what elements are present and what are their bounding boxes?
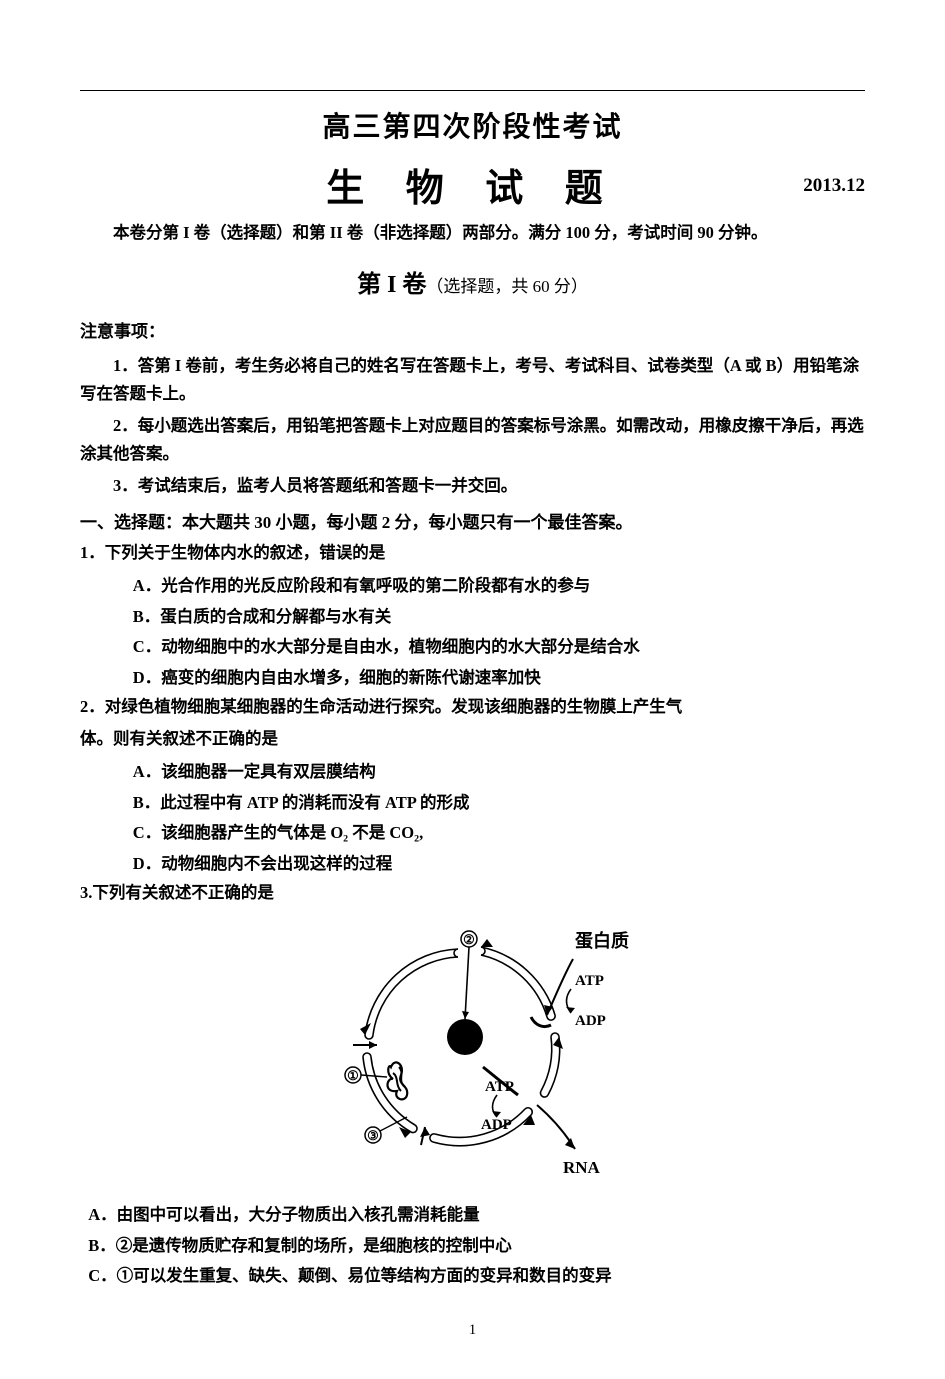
marker-1: ① [347, 1068, 359, 1083]
part-name: 第 I 卷 [357, 272, 426, 298]
notice-item-1: 1．答第 I 卷前，考生务必将自己的姓名写在答题卡上，考号、考试科目、试卷类型（… [80, 352, 865, 408]
q1-stem: 1．下列关于生物体内水的叙述，错误的是 [80, 539, 865, 567]
page-number: 1 [80, 1322, 865, 1339]
q3-option-b: B．②是遗传物质贮存和复制的场所，是细胞核的控制中心 [80, 1231, 865, 1262]
q2-option-d: D．动物细胞内不会出现这样的过程 [80, 849, 865, 880]
q1-option-b: B．蛋白质的合成和分解都与水有关 [80, 602, 865, 633]
q2-option-a: A．该细胞器一定具有双层膜结构 [80, 757, 865, 788]
protein-label: 蛋白质 [575, 930, 629, 951]
part-desc: （选择题，共 60 分） [426, 277, 588, 296]
q1-option-c: C．动物细胞中的水大部分是自由水，植物细胞内的水大部分是结合水 [80, 632, 865, 663]
marker-3: ③ [367, 1128, 379, 1143]
exam-title: 高三第四次阶段性考试 [80, 105, 865, 145]
q1-option-a: A．光合作用的光反应阶段和有氧呼吸的第二阶段都有水的参与 [80, 571, 865, 602]
q2-option-c: C．该细胞器产生的气体是 O₂ 不是 CO₂, [80, 818, 865, 849]
adp-label-low: ADP [481, 1117, 512, 1133]
q2-stem: 2．对绿色植物细胞某细胞器的生命活动进行探究。发现该细胞器的生物膜上产生气 [80, 693, 865, 721]
atp-label-top: ATP [575, 973, 604, 989]
exam-date: 2013.12 [803, 175, 865, 197]
q1-option-d: D．癌变的细胞内自由水增多，细胞的新陈代谢速率加快 [80, 663, 865, 694]
nucleus-diagram: ② ① ③ 蛋白质 ATP ADP RNA ATP ADP [313, 917, 633, 1182]
atp-label-low: ATP [485, 1079, 514, 1095]
section-header: 一、选择题：本大题共 30 小题，每小题 2 分，每小题只有一个最佳答案。 [80, 508, 865, 533]
q3-stem: 3.下列有关叙述不正确的是 [80, 879, 865, 907]
nucleolus [447, 1019, 483, 1055]
part-header: 第 I 卷（选择题，共 60 分） [80, 264, 865, 299]
notice-item-2: 2．每小题选出答案后，用铅笔把答题卡上对应题目的答案标号涂黑。如需改动，用橡皮擦… [80, 412, 865, 468]
q2-stem-2: 体。则有关叙述不正确的是 [80, 725, 865, 753]
notice-item-3: 3．考试结束后，监考人员将答题纸和答题卡一并交回。 [80, 472, 865, 500]
subject-line: 生 物 试 题 2013.12 [80, 157, 865, 203]
exam-intro: 本卷分第 I 卷（选择题）和第 II 卷（非选择题）两部分。满分 100 分，考… [80, 221, 865, 246]
nucleus-diagram-wrapper: ② ① ③ 蛋白质 ATP ADP RNA ATP ADP [80, 917, 865, 1182]
rna-label: RNA [563, 1158, 601, 1177]
q3-option-a: A．由图中可以看出，大分子物质出入核孔需消耗能量 [80, 1200, 865, 1231]
subject-title: 生 物 试 题 [80, 157, 865, 212]
adp-label-top: ADP [575, 1013, 606, 1029]
notice-header: 注意事项： [80, 317, 865, 342]
q3-option-c: C．①可以发生重复、缺失、颠倒、易位等结构方面的变异和数目的变异 [80, 1261, 865, 1292]
q2-option-b: B．此过程中有 ATP 的消耗而没有 ATP 的形成 [80, 788, 865, 819]
marker-2: ② [463, 932, 475, 947]
top-rule [80, 90, 865, 91]
